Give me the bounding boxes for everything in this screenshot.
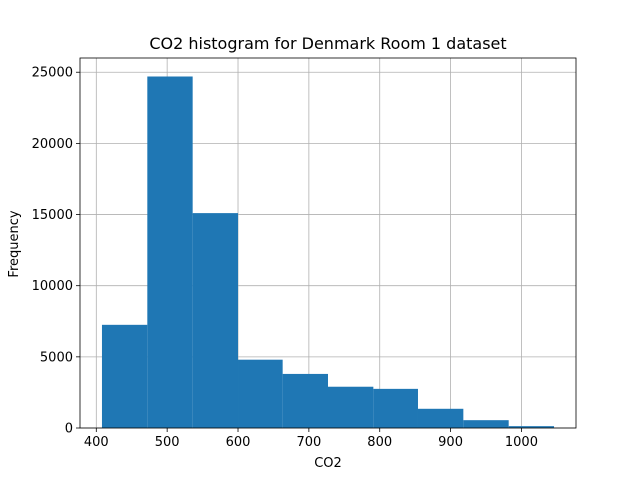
histogram-bar (101, 324, 148, 428)
x-tick-label: 700 (296, 435, 321, 450)
histogram-bar (417, 408, 464, 428)
y-tick-label: 15000 (32, 208, 73, 223)
y-tick-label: 25000 (32, 66, 73, 81)
x-tick-label: 1000 (505, 435, 538, 450)
x-tick-label: 400 (84, 435, 109, 450)
y-axis-label: Frequency (7, 210, 22, 277)
y-tick-label: 0 (65, 422, 73, 437)
histogram-bar (192, 213, 239, 428)
y-tick-label: 20000 (32, 137, 73, 152)
x-tick-label: 600 (226, 435, 251, 450)
y-axis-ticks: 0 5000 10000 15000 20000 25000 (32, 66, 80, 437)
histogram-bars (101, 76, 555, 428)
y-tick-label: 5000 (40, 350, 73, 365)
histogram-bar (238, 359, 283, 428)
axes (79, 57, 577, 429)
histogram-bar (373, 388, 418, 428)
histogram-bar (508, 426, 555, 428)
x-tick-label: 800 (367, 435, 392, 450)
histogram-bar (463, 420, 509, 428)
x-axis-label: CO2 (314, 456, 342, 471)
chart-title: CO2 histogram for Denmark Room 1 dataset (149, 34, 506, 53)
histogram-bar (147, 76, 193, 428)
x-axis-ticks: 400 500 600 700 800 900 1000 (84, 428, 538, 450)
plot-frame (79, 57, 577, 429)
histogram-bar (328, 386, 374, 428)
x-tick-label: 900 (438, 435, 463, 450)
histogram-bar (282, 373, 328, 428)
x-tick-label: 500 (155, 435, 180, 450)
y-tick-label: 10000 (32, 279, 73, 294)
